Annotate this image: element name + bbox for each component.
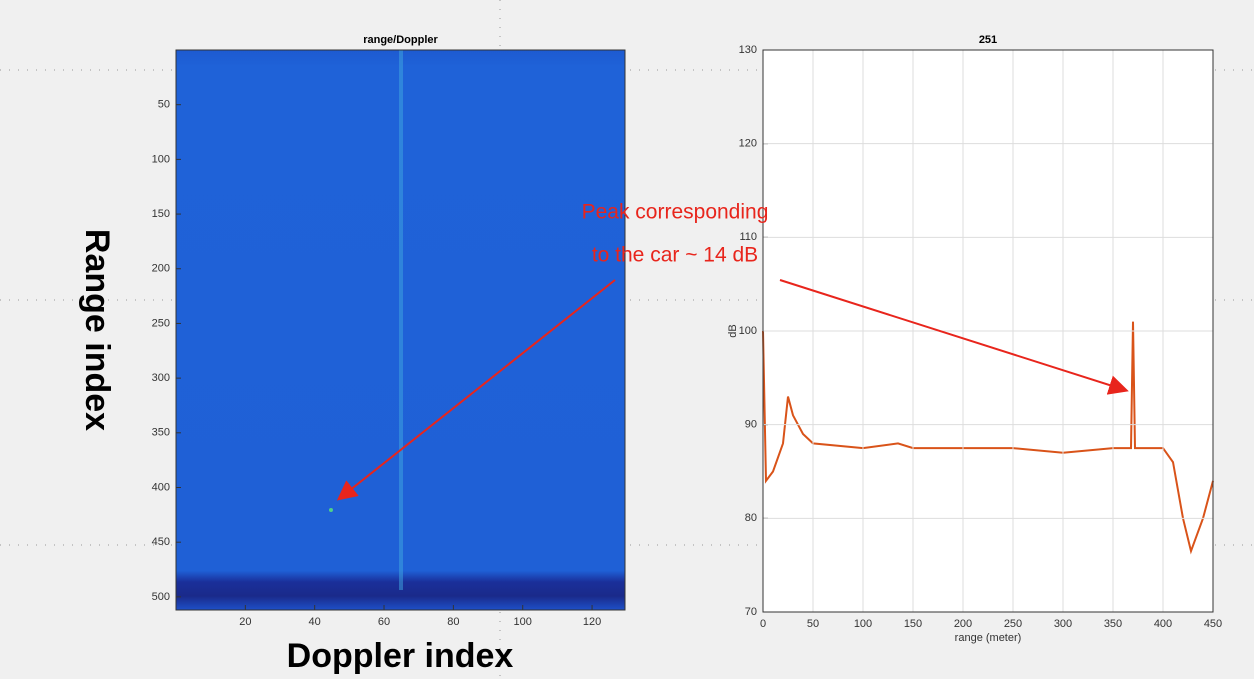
y-tick-label: 450	[152, 536, 170, 548]
x-tick-label: 200	[954, 618, 972, 630]
heatmap-doppler-line	[399, 50, 403, 590]
x-tick-label: 120	[583, 616, 601, 628]
y-axis-label: dB	[727, 324, 739, 337]
y-tick-label: 150	[152, 208, 170, 220]
y-tick-label: 100	[739, 325, 757, 337]
x-tick-label: 60	[378, 616, 390, 628]
y-tick-label: 350	[152, 427, 170, 439]
line-frame	[762, 49, 1214, 613]
y-tick-label: 110	[739, 231, 757, 243]
chart-title: range/Doppler	[363, 34, 438, 46]
x-tick-label: 20	[239, 616, 251, 628]
y-tick-label: 130	[739, 44, 757, 56]
y-tick-label: 90	[745, 419, 757, 431]
y-tick-label: 50	[158, 99, 170, 111]
x-tick-label: 450	[1204, 618, 1222, 630]
x-tick-label: 40	[309, 616, 321, 628]
x-tick-label: 0	[760, 618, 766, 630]
heatmap-target	[329, 508, 333, 512]
x-axis-label: Doppler index	[287, 637, 514, 675]
data-line	[762, 321, 1214, 555]
annotation: Peak corresponding	[582, 201, 769, 224]
y-tick-label: 500	[152, 591, 170, 603]
chart-title: 251	[979, 34, 997, 46]
y-tick-label: 100	[152, 153, 170, 165]
x-tick-label: 100	[514, 616, 532, 628]
x-tick-label: 50	[807, 618, 819, 630]
x-tick-label: 250	[1004, 618, 1022, 630]
x-tick-label: 100	[854, 618, 872, 630]
y-tick-label: 300	[152, 372, 170, 384]
x-tick-label: 150	[904, 618, 922, 630]
arrow	[779, 279, 1129, 395]
x-tick-label: 80	[447, 616, 459, 628]
arrow	[336, 279, 616, 501]
x-tick-label: 400	[1154, 618, 1172, 630]
x-tick-label: 350	[1104, 618, 1122, 630]
heatmap-frame	[175, 49, 626, 611]
x-tick-label: 300	[1054, 618, 1072, 630]
annotation: to the car ~ 14 dB	[592, 244, 758, 267]
y-tick-label: 400	[152, 481, 170, 493]
y-axis-label: Range index	[78, 229, 116, 431]
y-tick-label: 80	[745, 512, 757, 524]
x-axis-label: range (meter)	[955, 632, 1022, 644]
y-tick-label: 250	[152, 317, 170, 329]
y-tick-label: 120	[739, 138, 757, 150]
y-tick-label: 70	[745, 606, 757, 618]
y-tick-label: 200	[152, 263, 170, 275]
